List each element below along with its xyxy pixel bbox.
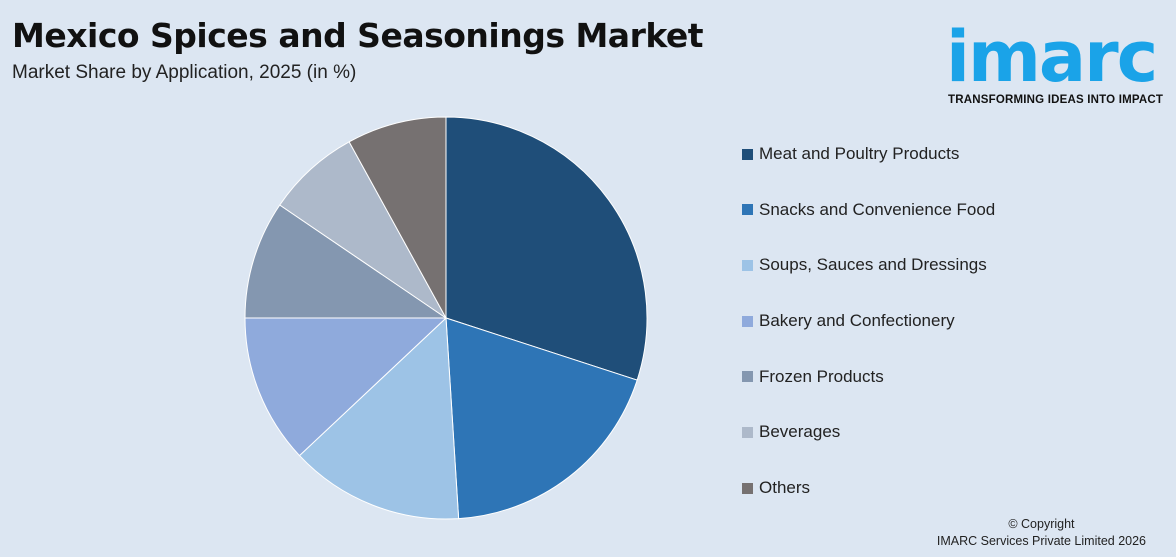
legend-item-snacks-and-convenience-food: Snacks and Convenience Food [742, 198, 995, 222]
pie-slice-beverages [279, 141, 447, 319]
copyright-notice: © Copyright IMARC Services Private Limit… [937, 516, 1146, 550]
pie-slice-others [348, 116, 447, 319]
legend-label: Meat and Poultry Products [759, 144, 960, 163]
pie-slice-snacks-and-convenience-food [445, 317, 638, 520]
pie-slice-meat-and-poultry-products [445, 116, 648, 381]
legend-label: Snacks and Convenience Food [759, 199, 996, 219]
legend-swatch [742, 259, 753, 271]
copyright-line-1: © Copyright [1008, 517, 1075, 531]
logo-tagline: TRANSFORMING IDEAS INTO IMPACT [948, 94, 1164, 106]
legend-item-frozen-products: Frozen Products [742, 365, 995, 389]
legend-swatch [742, 426, 753, 438]
legend-swatch [742, 371, 753, 383]
logo-wordmark: imarc [946, 16, 1158, 98]
legend-swatch [742, 148, 753, 160]
legend-swatch [742, 315, 753, 327]
legend-label: Soups, Sauces and Dressings [759, 255, 987, 275]
legend-label: Beverages [759, 422, 841, 442]
page-subtitle: Market Share by Application, 2025 (in %) [12, 62, 357, 83]
copyright-line-2: IMARC Services Private Limited 2026 [936, 534, 1146, 548]
pie-slice-soups-sauces-and-dressings [298, 316, 460, 520]
legend-label: Others [759, 478, 811, 498]
legend-label: Frozen Products [759, 366, 884, 386]
legend-item-others: Others [742, 476, 995, 500]
legend-item-beverages: Beverages [742, 420, 995, 444]
imarc-logo: imarc TRANSFORMING IDEAS INTO IMPACT [946, 10, 1170, 110]
pie-slice-bakery-and-confectionery [244, 317, 448, 457]
legend-item-bakery-and-confectionery: Bakery and Confectionery [742, 309, 995, 333]
legend-swatch [742, 482, 753, 494]
legend-item-soups-sauces-and-dressings: Soups, Sauces and Dressings [742, 253, 995, 277]
pie-slice-frozen-products [244, 204, 448, 319]
chart-legend: Meat and Poultry Products Snacks and Conv… [742, 142, 995, 532]
legend-item-meat-and-poultry-products: Meat and Poultry Products [742, 142, 995, 166]
legend-swatch [742, 204, 753, 216]
page-title: Mexico Spices and Seasonings Market [12, 16, 704, 55]
legend-label: Bakery and Confectionery [759, 311, 955, 331]
